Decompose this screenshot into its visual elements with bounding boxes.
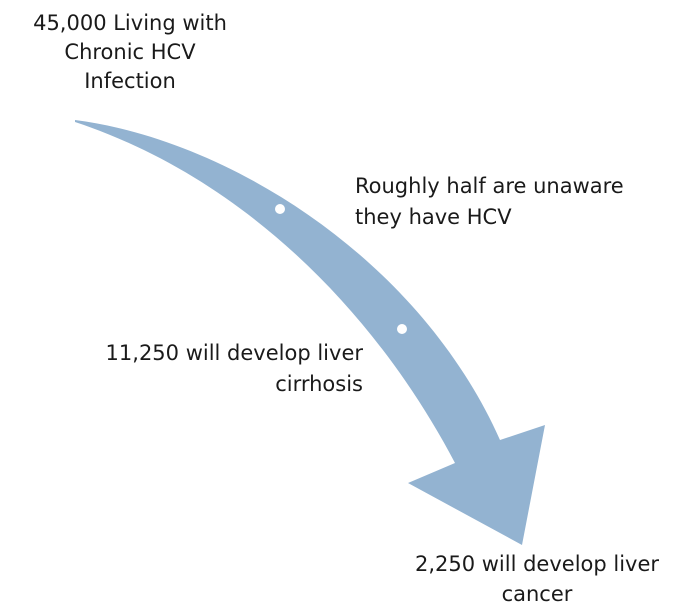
node-label: Chronic HCV xyxy=(64,40,196,64)
milestone-dot xyxy=(272,201,288,217)
node-label: 2,250 will develop liver xyxy=(415,552,659,576)
node-label: 11,250 will develop liver xyxy=(106,341,364,365)
flow-arrow xyxy=(75,120,545,545)
milestone-dot xyxy=(394,321,410,337)
node-label: Infection xyxy=(84,69,176,93)
node-label: 45,000 Living with xyxy=(33,11,227,35)
node-label: they have HCV xyxy=(355,205,512,229)
node-label: Roughly half are unaware xyxy=(355,174,624,198)
node-label: cirrhosis xyxy=(275,372,363,396)
node-label: cancer xyxy=(502,582,573,606)
